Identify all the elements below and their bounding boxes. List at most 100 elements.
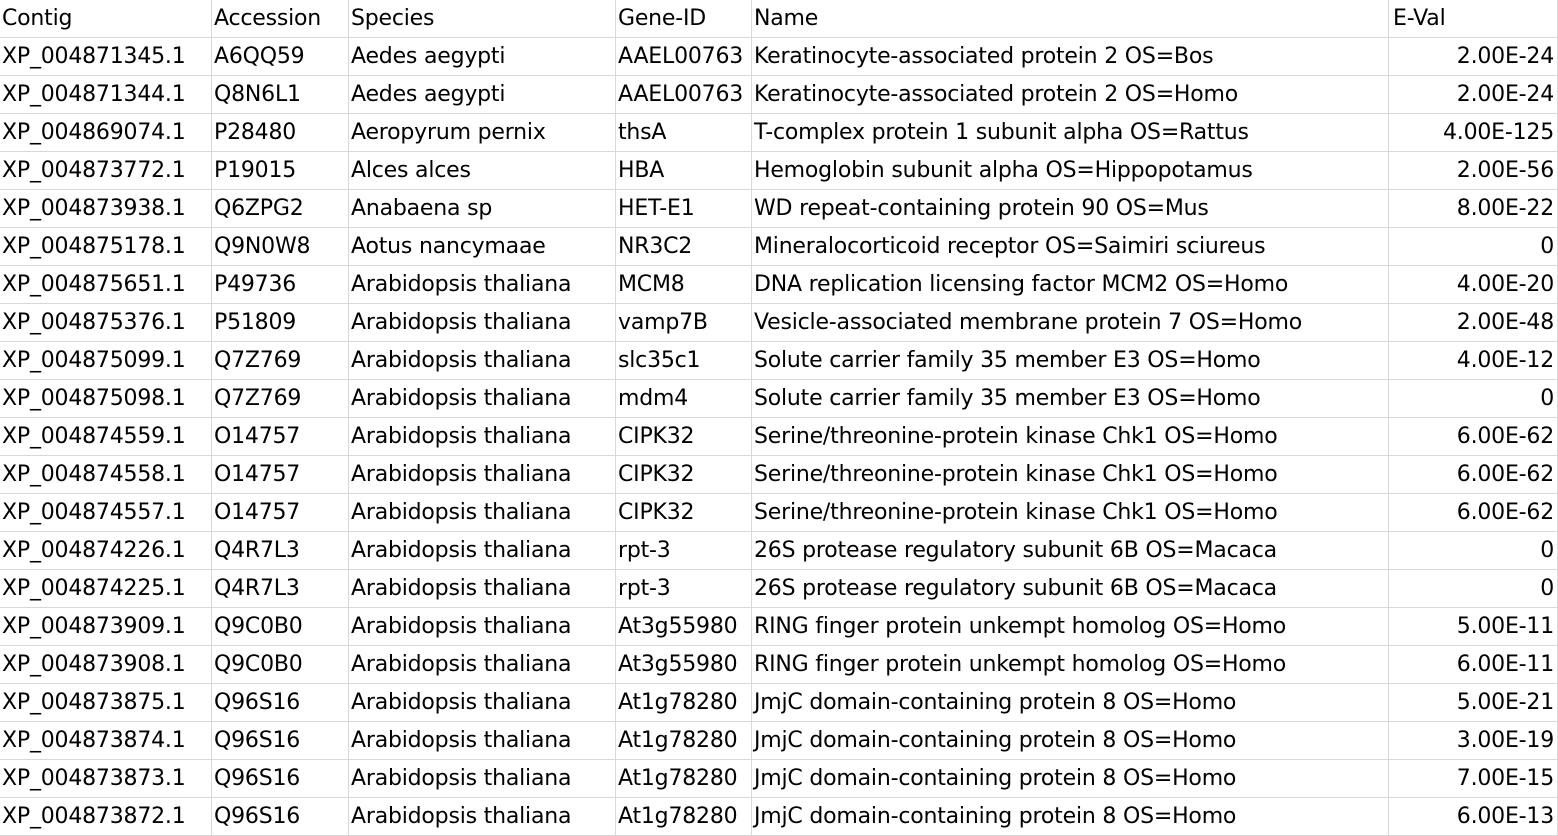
contig-cell[interactable]: XP_004873874.1 bbox=[0, 722, 212, 760]
name-cell[interactable]: Vesicle-associated membrane protein 7 OS… bbox=[752, 304, 1389, 342]
species-cell[interactable]: Aeropyrum pernix bbox=[349, 114, 616, 152]
species-cell[interactable]: Arabidopsis thaliana bbox=[349, 304, 616, 342]
accession-cell[interactable]: Q4R7L3 bbox=[212, 532, 349, 570]
accession-cell[interactable]: P51809 bbox=[212, 304, 349, 342]
gene-id-cell[interactable]: NR3C2 bbox=[616, 228, 752, 266]
species-cell[interactable]: Arabidopsis thaliana bbox=[349, 646, 616, 684]
accession-cell[interactable]: Q96S16 bbox=[212, 760, 349, 798]
name-cell[interactable]: DNA replication licensing factor MCM2 OS… bbox=[752, 266, 1389, 304]
e-val-cell[interactable]: 4.00E-125 bbox=[1389, 114, 1558, 152]
accession-cell[interactable]: Q8N6L1 bbox=[212, 76, 349, 114]
gene-id-cell[interactable]: CIPK32 bbox=[616, 456, 752, 494]
e-val-cell[interactable]: 5.00E-21 bbox=[1389, 684, 1558, 722]
species-cell[interactable]: Arabidopsis thaliana bbox=[349, 342, 616, 380]
e-val-cell[interactable]: 0 bbox=[1389, 532, 1558, 570]
gene-id-cell[interactable]: rpt-3 bbox=[616, 532, 752, 570]
e-val-cell[interactable]: 2.00E-56 bbox=[1389, 152, 1558, 190]
gene-id-cell[interactable]: mdm4 bbox=[616, 380, 752, 418]
contig-cell[interactable]: XP_004875178.1 bbox=[0, 228, 212, 266]
header-cell-contig[interactable]: Contig bbox=[0, 0, 212, 38]
header-cell-species[interactable]: Species bbox=[349, 0, 616, 38]
species-cell[interactable]: Anabaena sp bbox=[349, 190, 616, 228]
accession-cell[interactable]: Q4R7L3 bbox=[212, 570, 349, 608]
e-val-cell[interactable]: 5.00E-11 bbox=[1389, 608, 1558, 646]
gene-id-cell[interactable]: CIPK32 bbox=[616, 494, 752, 532]
gene-id-cell[interactable]: At1g78280 bbox=[616, 722, 752, 760]
contig-cell[interactable]: XP_004873909.1 bbox=[0, 608, 212, 646]
contig-cell[interactable]: XP_004875376.1 bbox=[0, 304, 212, 342]
header-cell-name[interactable]: Name bbox=[752, 0, 1389, 38]
gene-id-cell[interactable]: At1g78280 bbox=[616, 798, 752, 836]
gene-id-cell[interactable]: AAEL00763 bbox=[616, 38, 752, 76]
name-cell[interactable]: JmjC domain-containing protein 8 OS=Homo bbox=[752, 684, 1389, 722]
header-cell-gene-id[interactable]: Gene-ID bbox=[616, 0, 752, 38]
species-cell[interactable]: Arabidopsis thaliana bbox=[349, 570, 616, 608]
contig-cell[interactable]: XP_004873772.1 bbox=[0, 152, 212, 190]
accession-cell[interactable]: Q96S16 bbox=[212, 722, 349, 760]
accession-cell[interactable]: A6QQ59 bbox=[212, 38, 349, 76]
species-cell[interactable]: Arabidopsis thaliana bbox=[349, 532, 616, 570]
name-cell[interactable]: Keratinocyte-associated protein 2 OS=Hom… bbox=[752, 76, 1389, 114]
species-cell[interactable]: Arabidopsis thaliana bbox=[349, 684, 616, 722]
species-cell[interactable]: Arabidopsis thaliana bbox=[349, 494, 616, 532]
name-cell[interactable]: Serine/threonine-protein kinase Chk1 OS=… bbox=[752, 456, 1389, 494]
name-cell[interactable]: Mineralocorticoid receptor OS=Saimiri sc… bbox=[752, 228, 1389, 266]
gene-id-cell[interactable]: HET-E1 bbox=[616, 190, 752, 228]
contig-cell[interactable]: XP_004874225.1 bbox=[0, 570, 212, 608]
header-cell-accession[interactable]: Accession bbox=[212, 0, 349, 38]
contig-cell[interactable]: XP_004873908.1 bbox=[0, 646, 212, 684]
e-val-cell[interactable]: 4.00E-12 bbox=[1389, 342, 1558, 380]
e-val-cell[interactable]: 0 bbox=[1389, 228, 1558, 266]
species-cell[interactable]: Arabidopsis thaliana bbox=[349, 722, 616, 760]
e-val-cell[interactable]: 3.00E-19 bbox=[1389, 722, 1558, 760]
e-val-cell[interactable]: 6.00E-11 bbox=[1389, 646, 1558, 684]
accession-cell[interactable]: Q96S16 bbox=[212, 798, 349, 836]
accession-cell[interactable]: P28480 bbox=[212, 114, 349, 152]
gene-id-cell[interactable]: CIPK32 bbox=[616, 418, 752, 456]
name-cell[interactable]: 26S protease regulatory subunit 6B OS=Ma… bbox=[752, 532, 1389, 570]
gene-id-cell[interactable]: At3g55980 bbox=[616, 646, 752, 684]
species-cell[interactable]: Arabidopsis thaliana bbox=[349, 380, 616, 418]
gene-id-cell[interactable]: slc35c1 bbox=[616, 342, 752, 380]
accession-cell[interactable]: O14757 bbox=[212, 418, 349, 456]
species-cell[interactable]: Aedes aegypti bbox=[349, 76, 616, 114]
accession-cell[interactable]: Q96S16 bbox=[212, 684, 349, 722]
e-val-cell[interactable]: 2.00E-24 bbox=[1389, 76, 1558, 114]
contig-cell[interactable]: XP_004874557.1 bbox=[0, 494, 212, 532]
name-cell[interactable]: Hemoglobin subunit alpha OS=Hippopotamus bbox=[752, 152, 1389, 190]
contig-cell[interactable]: XP_004871344.1 bbox=[0, 76, 212, 114]
gene-id-cell[interactable]: AAEL00763 bbox=[616, 76, 752, 114]
contig-cell[interactable]: XP_004874559.1 bbox=[0, 418, 212, 456]
species-cell[interactable]: Arabidopsis thaliana bbox=[349, 418, 616, 456]
e-val-cell[interactable]: 0 bbox=[1389, 570, 1558, 608]
accession-cell[interactable]: O14757 bbox=[212, 456, 349, 494]
gene-id-cell[interactable]: vamp7B bbox=[616, 304, 752, 342]
contig-cell[interactable]: XP_004875099.1 bbox=[0, 342, 212, 380]
name-cell[interactable]: T-complex protein 1 subunit alpha OS=Rat… bbox=[752, 114, 1389, 152]
accession-cell[interactable]: P19015 bbox=[212, 152, 349, 190]
header-cell-e-val[interactable]: E-Val bbox=[1389, 0, 1558, 38]
accession-cell[interactable]: O14757 bbox=[212, 494, 349, 532]
name-cell[interactable]: Solute carrier family 35 member E3 OS=Ho… bbox=[752, 342, 1389, 380]
name-cell[interactable]: 26S protease regulatory subunit 6B OS=Ma… bbox=[752, 570, 1389, 608]
name-cell[interactable]: WD repeat-containing protein 90 OS=Mus bbox=[752, 190, 1389, 228]
e-val-cell[interactable]: 2.00E-24 bbox=[1389, 38, 1558, 76]
e-val-cell[interactable]: 6.00E-13 bbox=[1389, 798, 1558, 836]
contig-cell[interactable]: XP_004873873.1 bbox=[0, 760, 212, 798]
contig-cell[interactable]: XP_004875098.1 bbox=[0, 380, 212, 418]
gene-id-cell[interactable]: At3g55980 bbox=[616, 608, 752, 646]
gene-id-cell[interactable]: At1g78280 bbox=[616, 684, 752, 722]
contig-cell[interactable]: XP_004873875.1 bbox=[0, 684, 212, 722]
gene-id-cell[interactable]: rpt-3 bbox=[616, 570, 752, 608]
name-cell[interactable]: Serine/threonine-protein kinase Chk1 OS=… bbox=[752, 494, 1389, 532]
e-val-cell[interactable]: 6.00E-62 bbox=[1389, 456, 1558, 494]
accession-cell[interactable]: Q6ZPG2 bbox=[212, 190, 349, 228]
species-cell[interactable]: Arabidopsis thaliana bbox=[349, 798, 616, 836]
e-val-cell[interactable]: 2.00E-48 bbox=[1389, 304, 1558, 342]
species-cell[interactable]: Arabidopsis thaliana bbox=[349, 608, 616, 646]
accession-cell[interactable]: Q9C0B0 bbox=[212, 608, 349, 646]
accession-cell[interactable]: Q7Z769 bbox=[212, 342, 349, 380]
name-cell[interactable]: Keratinocyte-associated protein 2 OS=Bos bbox=[752, 38, 1389, 76]
contig-cell[interactable]: XP_004874226.1 bbox=[0, 532, 212, 570]
name-cell[interactable]: RING finger protein unkempt homolog OS=H… bbox=[752, 646, 1389, 684]
